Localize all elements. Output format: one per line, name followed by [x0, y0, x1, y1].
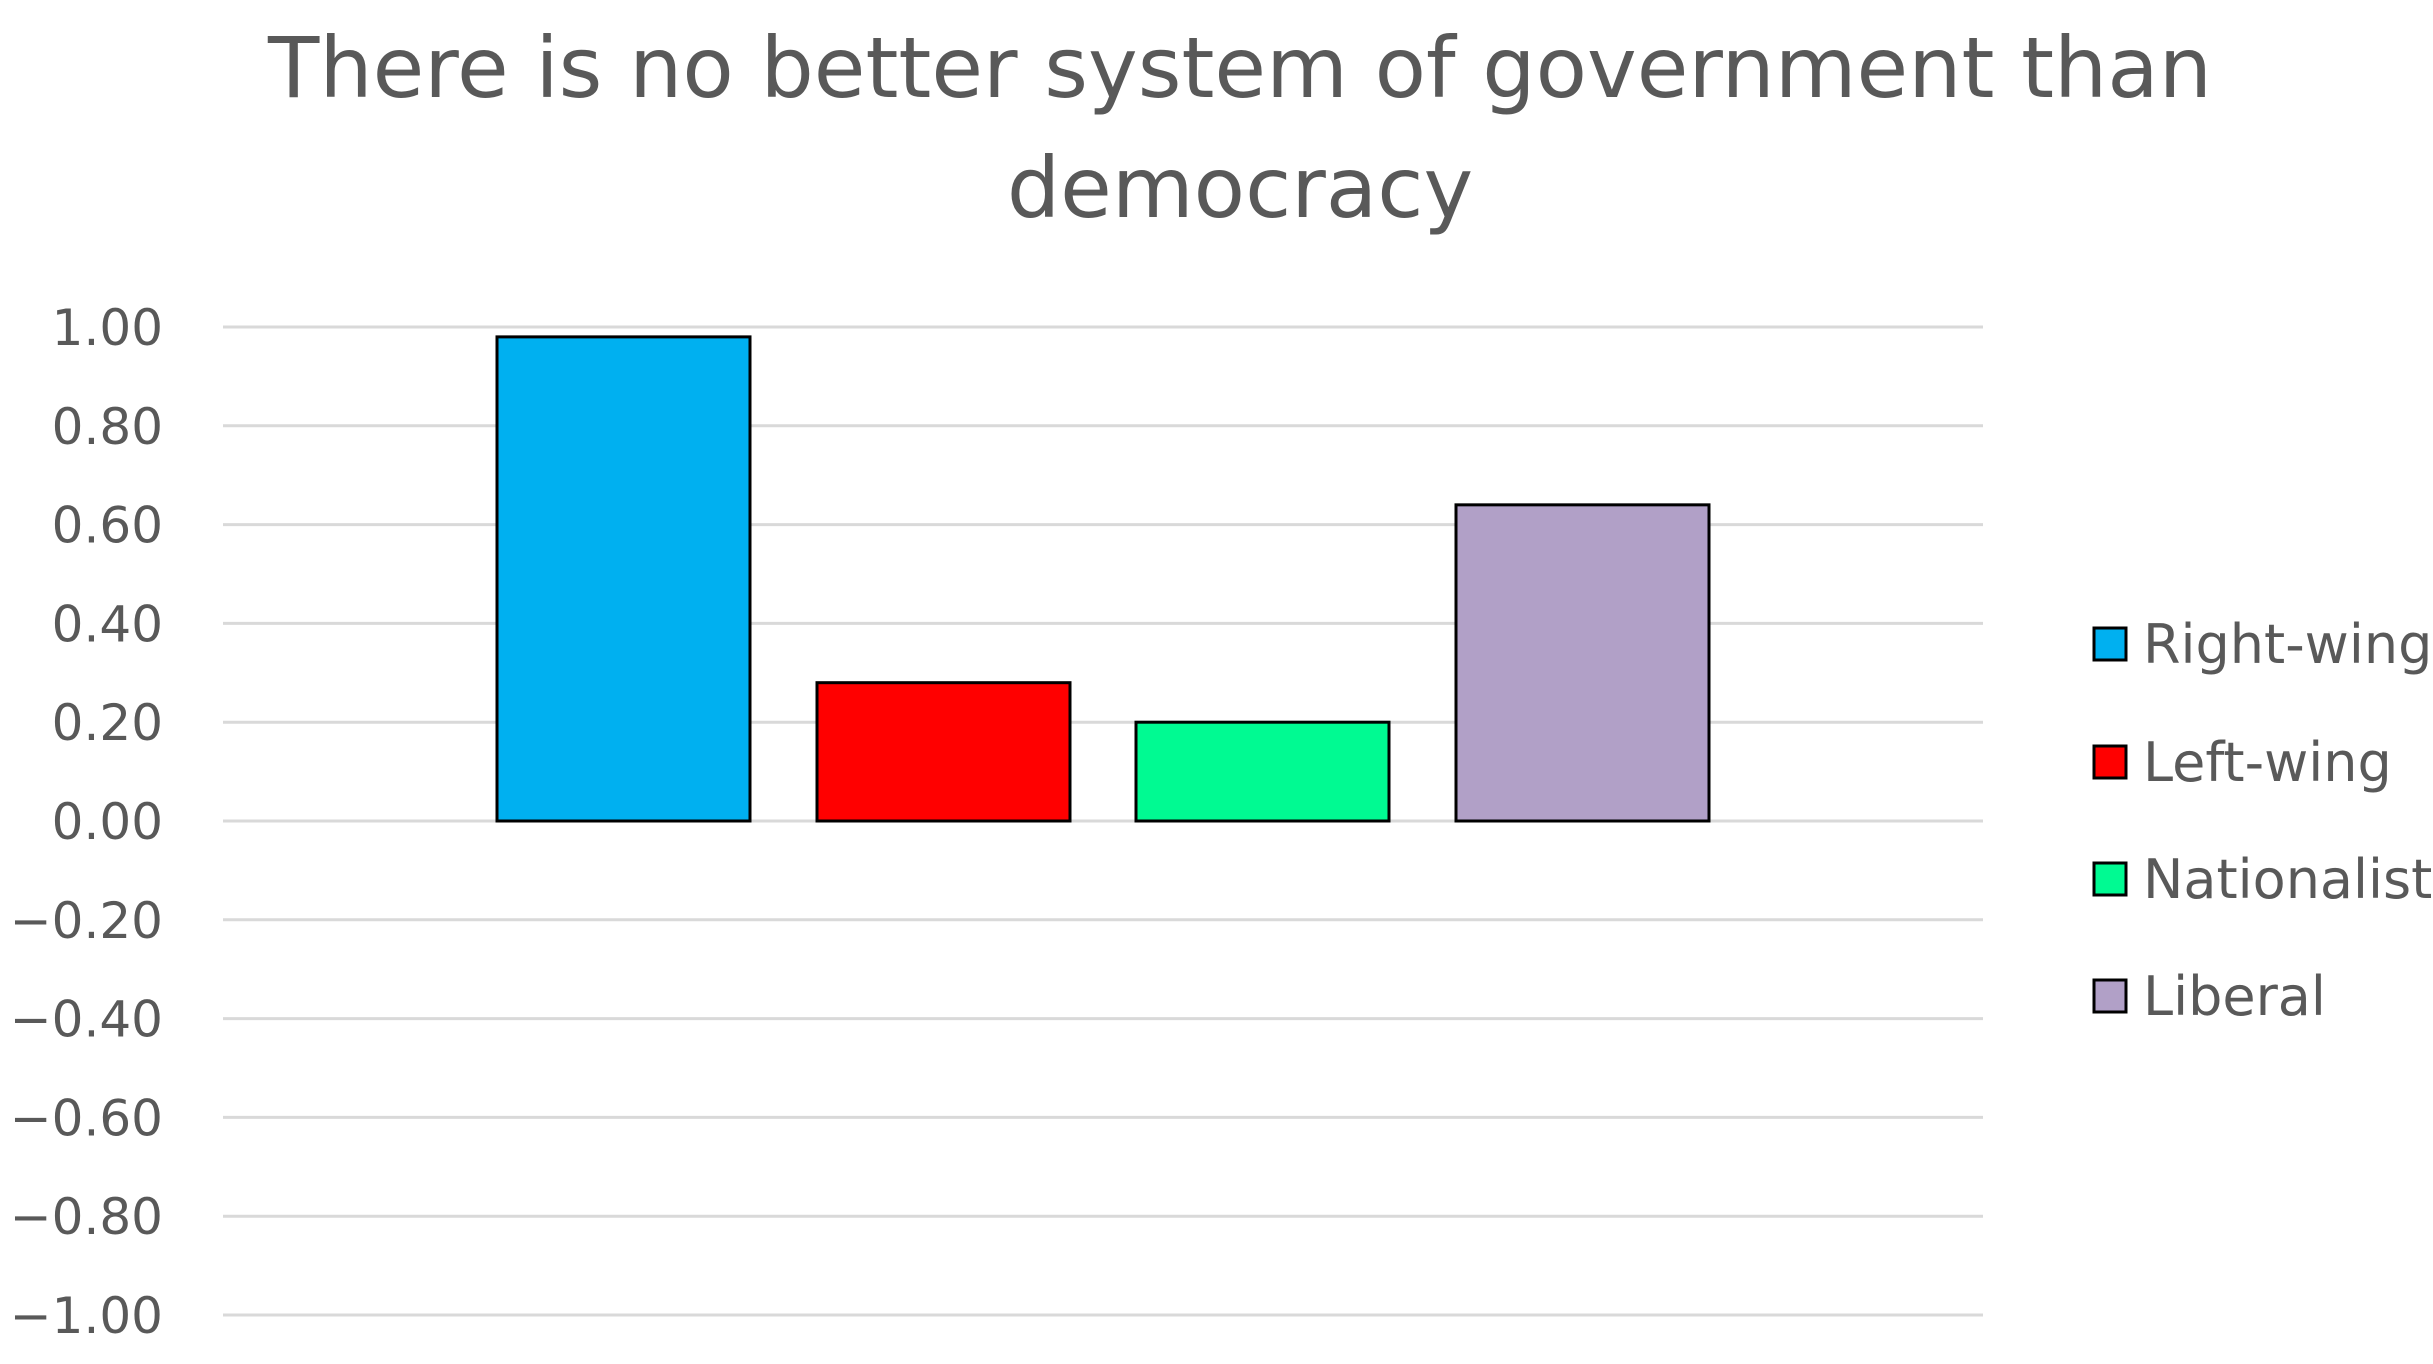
legend-label: Nationalist: [2143, 848, 2432, 911]
legend-item-right-wing: Right-wing: [2092, 613, 2432, 676]
chart-title: There is no better system of government …: [268, 19, 2212, 237]
y-tick-label: 0.20: [52, 694, 163, 752]
y-tick-label: 0.60: [52, 497, 163, 555]
y-tick-label: −0.80: [10, 1188, 163, 1246]
y-tick-label: 0.40: [52, 595, 163, 653]
y-tick-label: −1.00: [10, 1287, 163, 1345]
legend-label: Liberal: [2143, 965, 2326, 1028]
bar-right-wing: [495, 335, 752, 823]
legend-swatch: [2092, 744, 2128, 780]
legend-swatch: [2092, 626, 2128, 662]
gridlines: [223, 325, 1983, 1317]
y-tick-label: −0.40: [10, 991, 163, 1049]
legend-item-liberal: Liberal: [2092, 965, 2326, 1028]
y-tick-label: 0.00: [52, 793, 163, 851]
y-tick-label: −0.20: [10, 892, 163, 950]
legend-swatch: [2092, 978, 2128, 1014]
bars: [495, 335, 1711, 823]
bar-left-wing: [815, 681, 1072, 823]
legend-item-left-wing: Left-wing: [2092, 731, 2392, 794]
legend-label: Right-wing: [2143, 613, 2432, 676]
legend: Right-wing Left-wing Nationalist Liberal: [2092, 613, 2432, 1028]
legend-label: Left-wing: [2143, 731, 2392, 794]
legend-item-nationalist: Nationalist: [2092, 848, 2432, 911]
y-tick-label: 1.00: [52, 299, 163, 357]
y-tick-label: 0.80: [52, 398, 163, 456]
legend-swatch: [2092, 861, 2128, 897]
bar-liberal: [1454, 503, 1711, 823]
bar-nationalist: [1134, 720, 1391, 823]
y-tick-label: −0.60: [10, 1089, 163, 1147]
y-axis-tick-labels: 1.00 0.80 0.60 0.40 0.20 0.00 −0.20 −0.40 −0.60 −…: [10, 299, 163, 1345]
